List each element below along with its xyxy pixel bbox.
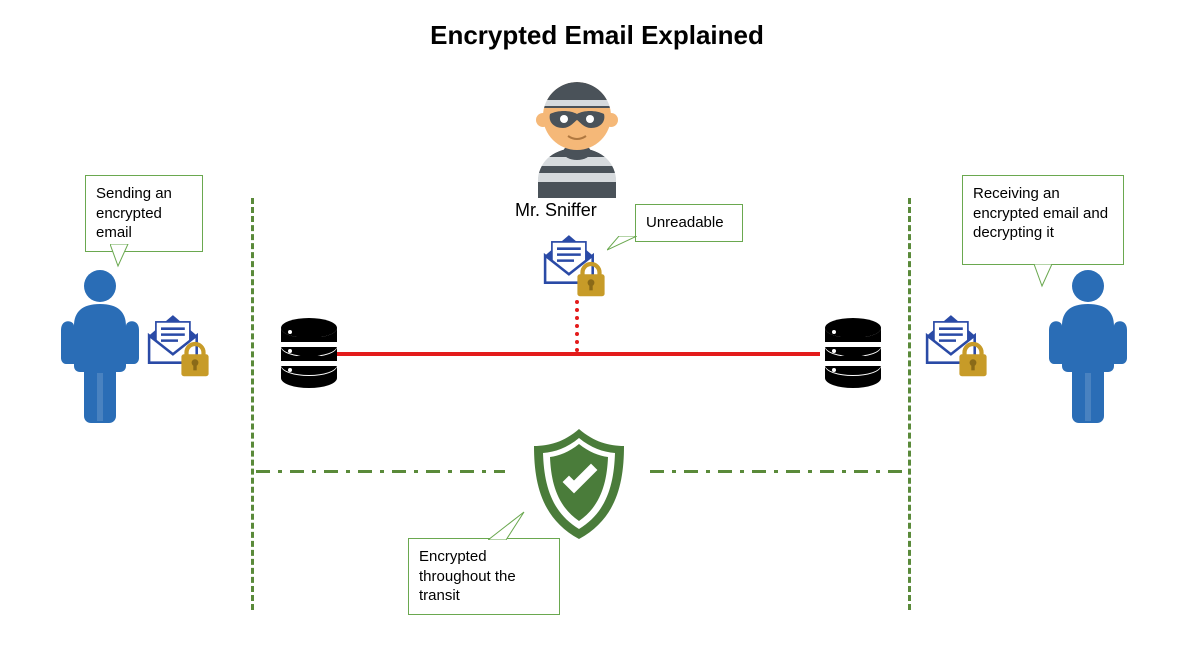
callout-transit-tail: [488, 510, 528, 540]
vertical-divider-right: [908, 198, 911, 610]
transit-line: [336, 352, 820, 356]
sniffer-label: Mr. Sniffer: [515, 200, 597, 221]
locked-mail-center-icon: [540, 230, 608, 298]
locked-mail-sender-icon: [144, 310, 212, 378]
callout-sender: Sending an encrypted email: [85, 175, 203, 252]
person-receiver-icon: [1048, 268, 1128, 423]
locked-mail-receiver-icon: [922, 310, 990, 378]
callout-transit: Encrypted throughout the transit: [408, 538, 560, 615]
dashdot-left: [256, 470, 505, 473]
dashdot-right: [650, 470, 905, 473]
title-text: Encrypted Email Explained: [430, 20, 764, 50]
server-right-icon: [822, 318, 884, 390]
callout-unreadable-tail: [607, 236, 637, 256]
vertical-divider-left: [251, 198, 254, 610]
thief-icon: [520, 70, 635, 200]
callout-unreadable: Unreadable: [635, 204, 743, 242]
person-sender-icon: [60, 268, 140, 423]
page-title: Encrypted Email Explained: [0, 20, 1194, 51]
server-left-icon: [278, 318, 340, 390]
shield-check-icon: [524, 424, 634, 544]
callout-receiver: Receiving an encrypted email and decrypt…: [962, 175, 1124, 265]
intercept-line: [575, 300, 579, 352]
